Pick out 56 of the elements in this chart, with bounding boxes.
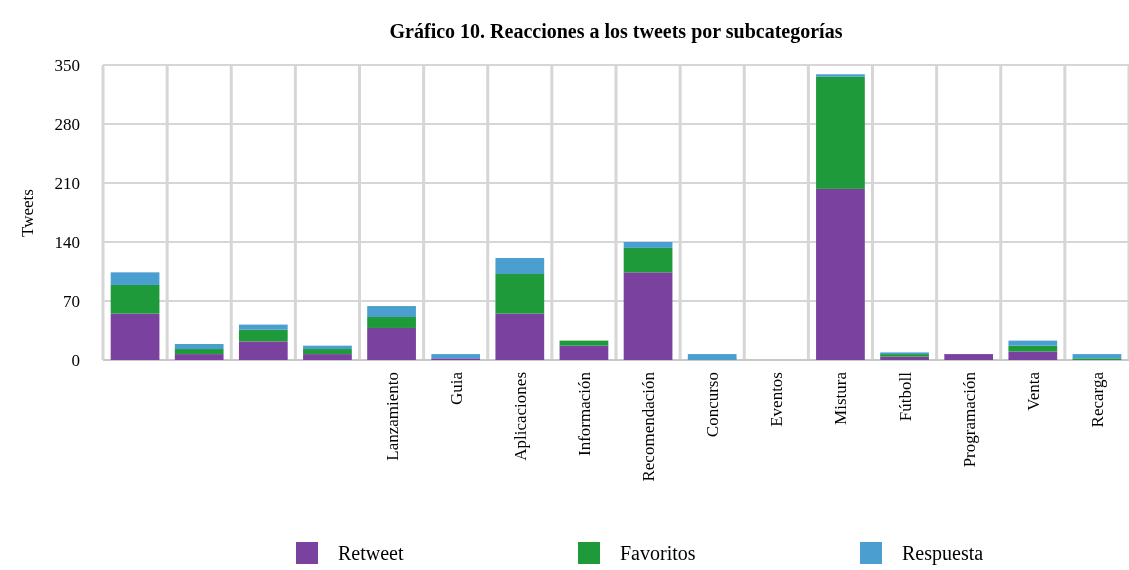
bar (1008, 351, 1058, 360)
bar (495, 258, 545, 275)
bar (495, 274, 545, 314)
chart-title: Gráfico 10. Reacciones a los tweets por subcategorías (389, 20, 843, 43)
bar (238, 329, 288, 342)
x-tick-label: Guia (446, 371, 466, 406)
bar (110, 272, 160, 285)
bar (623, 272, 673, 360)
x-tick-label: Venta (1023, 371, 1043, 411)
legend-label: Favoritos (620, 542, 696, 564)
bar (687, 354, 737, 360)
x-tick-label: Información (574, 371, 594, 457)
bar (495, 313, 545, 360)
bar (174, 349, 224, 355)
bar (303, 349, 352, 355)
y-tick-label: 70 (63, 291, 80, 311)
x-tick-label: Lanzamiento (382, 372, 402, 461)
bar (1072, 354, 1122, 359)
bar (238, 341, 288, 360)
legend-label: Respuesta (902, 542, 984, 565)
bar (303, 345, 352, 350)
bar (303, 354, 352, 360)
y-tick-label: 210 (54, 173, 80, 193)
bar (367, 306, 416, 318)
bar (559, 340, 609, 346)
bar (367, 317, 416, 328)
bar (1008, 345, 1058, 352)
y-tick-label: 350 (54, 55, 80, 75)
bar (623, 247, 673, 273)
legend-label: Retweet (338, 542, 404, 564)
bar (944, 354, 994, 360)
bar (623, 242, 673, 248)
x-tick-label: Programación (959, 371, 979, 468)
x-tick-label: Aplicaciones (510, 372, 530, 461)
bar (367, 327, 416, 360)
bar (174, 354, 224, 360)
y-axis-title: Tweets (18, 189, 37, 237)
x-tick-label: Recomendación (639, 371, 659, 482)
bar (1008, 340, 1058, 346)
bar (431, 354, 481, 359)
x-tick-label: Mistura (831, 371, 851, 425)
bar (110, 284, 160, 314)
y-tick-label: 280 (54, 114, 80, 134)
bar (174, 343, 224, 350)
y-tick-label: 0 (71, 350, 80, 370)
y-tick-label: 140 (54, 232, 80, 252)
bar (816, 74, 865, 77)
bar (238, 324, 288, 330)
x-tick-label: Eventos (767, 372, 787, 427)
x-tick-label: Fútboll (895, 371, 915, 422)
x-tick-label: Concurso (703, 372, 723, 438)
bar (816, 188, 865, 360)
bar (816, 76, 865, 189)
x-tick-label: Recarga (1087, 371, 1107, 428)
bar (110, 313, 160, 360)
bar (559, 345, 609, 360)
